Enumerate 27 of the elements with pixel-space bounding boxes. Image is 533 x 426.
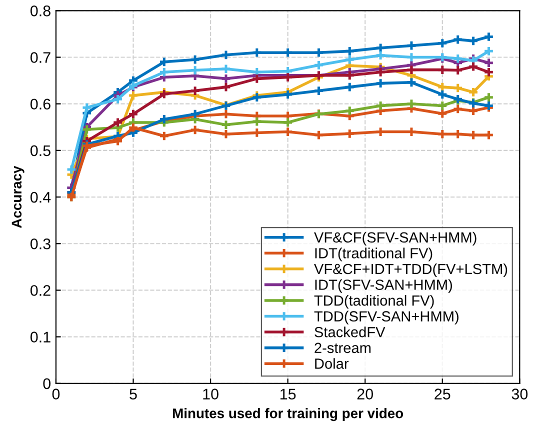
legend-label: StackedFV (314, 326, 386, 338)
legend-label: 2-stream (314, 342, 371, 354)
legend-label: TDD(SFV-SAN+HMM) (314, 310, 458, 324)
y-axis-title: Accuracy (12, 166, 24, 228)
x-tick-label: 30 (512, 388, 528, 400)
x-tick-label: 20 (357, 388, 374, 400)
y-tick-label: 0.5 (30, 145, 50, 156)
legend-label: VF&CF+IDT+TDD(FV+LSTM) (314, 263, 508, 278)
x-tick-label: 15 (280, 388, 296, 400)
y-tick-label: 0 (43, 378, 51, 390)
y-tick-label: 0.8 (30, 6, 50, 16)
x-axis-title: Minutes used for training per video (173, 408, 404, 422)
legend-label: IDT(SFV-SAN+HMM) (315, 279, 452, 293)
y-tick-label: 0.3 (30, 238, 50, 250)
y-tick-label: 0.4 (30, 192, 51, 203)
y-tick-label: 0.7 (30, 52, 50, 63)
legend-label: IDT(traditional FV) (315, 248, 432, 262)
y-tick-label: 0.6 (30, 98, 50, 110)
legend-label: VF&CF(SFV-SAN+HMM) (314, 232, 476, 246)
x-tick-label: 25 (434, 388, 450, 400)
x-tick-label: 5 (130, 388, 137, 400)
x-tick-label: 0 (52, 388, 60, 400)
y-tick-label: 0.2 (30, 285, 50, 296)
legend-label: Dolar (315, 358, 349, 369)
legend-label: TDD(taditional FV) (314, 295, 434, 309)
y-tick-label: 0.1 (30, 332, 50, 342)
x-tick-label: 10 (203, 388, 218, 400)
